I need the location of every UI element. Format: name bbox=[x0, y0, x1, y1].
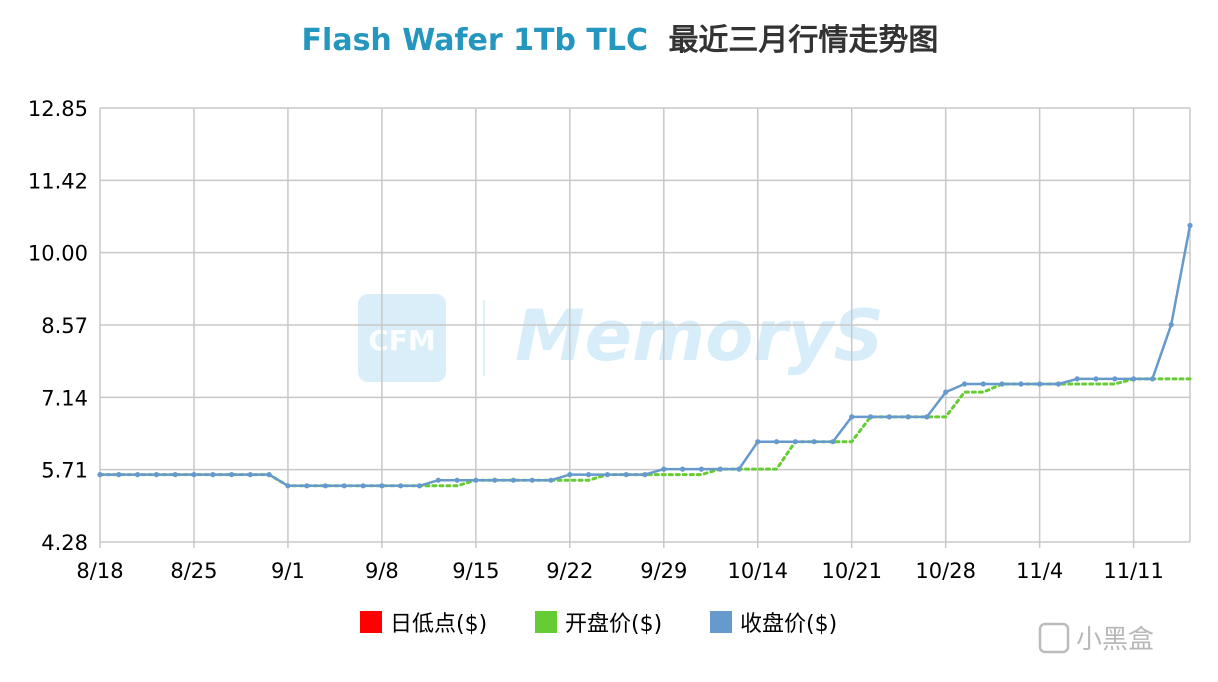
data-point bbox=[717, 466, 723, 472]
data-point bbox=[1112, 376, 1118, 382]
x-tick-label: 11/11 bbox=[1103, 559, 1164, 583]
data-point bbox=[830, 439, 836, 445]
data-point bbox=[867, 414, 874, 420]
data-point bbox=[322, 483, 329, 489]
data-point bbox=[623, 472, 629, 478]
x-tick-label: 10/28 bbox=[915, 559, 976, 583]
data-point bbox=[755, 439, 761, 445]
data-point bbox=[698, 466, 705, 472]
data-point bbox=[1037, 381, 1043, 387]
heybox-logo-icon bbox=[1038, 622, 1070, 654]
data-point bbox=[548, 477, 554, 483]
data-point bbox=[642, 472, 648, 478]
data-point bbox=[247, 472, 253, 478]
data-point bbox=[1018, 381, 1024, 387]
data-point bbox=[285, 483, 291, 489]
data-point bbox=[454, 477, 460, 483]
data-point bbox=[135, 472, 141, 478]
data-point bbox=[1149, 376, 1155, 382]
data-point bbox=[961, 381, 968, 387]
x-tick-label: 8/25 bbox=[170, 559, 217, 583]
data-point bbox=[680, 466, 686, 472]
data-point bbox=[191, 472, 197, 478]
data-point bbox=[1168, 322, 1174, 328]
y-tick-label: 12.85 bbox=[28, 97, 88, 121]
y-tick-label: 10.00 bbox=[28, 242, 88, 266]
data-point bbox=[492, 477, 498, 483]
data-point bbox=[304, 483, 310, 489]
legend-swatch bbox=[710, 611, 732, 633]
data-point bbox=[943, 389, 949, 395]
x-tick-label: 9/22 bbox=[546, 559, 593, 583]
legend-label: 日低点($) bbox=[390, 612, 487, 637]
data-point bbox=[586, 472, 592, 478]
data-point bbox=[999, 381, 1005, 387]
memorys-watermark-text: MemoryS bbox=[515, 295, 884, 377]
legend-label: 开盘价($) bbox=[565, 612, 662, 637]
y-tick-label: 11.42 bbox=[28, 169, 88, 193]
data-point bbox=[661, 466, 667, 472]
data-point bbox=[416, 483, 423, 489]
data-point bbox=[398, 483, 404, 489]
chart-title: Flash Wafer 1Tb TLC 最近三月行情走势图 bbox=[302, 23, 939, 58]
data-point bbox=[266, 472, 272, 478]
data-point bbox=[510, 477, 516, 483]
series-layer bbox=[97, 222, 1193, 489]
y-tick-label: 7.14 bbox=[41, 386, 88, 410]
y-tick-label: 5.71 bbox=[41, 459, 88, 483]
data-point bbox=[210, 472, 216, 478]
x-tick-label: 8/18 bbox=[76, 559, 123, 583]
data-point bbox=[1131, 376, 1137, 382]
corner-watermark: 小黑盒 bbox=[1038, 622, 1154, 655]
x-tick-label: 9/15 bbox=[452, 559, 499, 583]
y-tick-label: 4.28 bbox=[41, 531, 88, 555]
data-point bbox=[604, 472, 611, 478]
corner-watermark-text: 小黑盒 bbox=[1076, 625, 1154, 655]
data-point bbox=[379, 483, 385, 489]
data-point bbox=[341, 483, 347, 489]
x-tick-label: 10/14 bbox=[727, 559, 788, 583]
cfm-logo-icon bbox=[358, 294, 446, 382]
data-point bbox=[567, 472, 573, 478]
data-point bbox=[435, 477, 441, 483]
data-point bbox=[529, 477, 535, 483]
x-tick-label: 9/1 bbox=[271, 559, 305, 583]
chart-legend: 日低点($) 开盘价($) 收盘价($) bbox=[360, 611, 837, 637]
x-tick-label: 9/8 bbox=[365, 559, 399, 583]
data-point bbox=[153, 472, 159, 478]
chart-title-cn: 最近三月行情走势图 bbox=[668, 23, 938, 58]
data-point bbox=[1187, 222, 1193, 229]
data-point bbox=[229, 472, 235, 478]
cfm-logo-text: CFM bbox=[368, 324, 436, 357]
data-point bbox=[811, 439, 817, 445]
chart-title-en: Flash Wafer 1Tb TLC bbox=[302, 23, 648, 58]
cfm-watermark: CFM MemoryS bbox=[358, 294, 884, 382]
legend-swatch bbox=[535, 611, 557, 633]
legend-swatch bbox=[360, 611, 382, 633]
data-point bbox=[116, 472, 122, 478]
x-tick-label: 10/21 bbox=[821, 559, 882, 583]
legend-label: 收盘价($) bbox=[740, 612, 837, 637]
data-point bbox=[905, 414, 911, 420]
data-point bbox=[792, 439, 798, 445]
data-point bbox=[1055, 381, 1061, 387]
y-axis: 12.85 11.42 10.00 8.57 7.14 5.71 4.28 bbox=[28, 97, 88, 555]
data-point bbox=[736, 466, 742, 472]
x-tick-label: 9/29 bbox=[640, 559, 687, 583]
x-axis: 8/18 8/25 9/1 9/8 9/15 9/22 9/29 10/14 10/21 10/2… bbox=[76, 559, 1163, 583]
data-point bbox=[97, 472, 103, 478]
x-tick-label: 11/4 bbox=[1016, 559, 1063, 583]
data-point bbox=[924, 414, 930, 420]
data-point bbox=[980, 381, 986, 387]
data-point bbox=[360, 483, 366, 489]
data-point bbox=[473, 477, 479, 483]
data-point bbox=[886, 414, 892, 420]
data-point bbox=[1093, 376, 1099, 382]
y-tick-label: 8.57 bbox=[41, 314, 88, 338]
data-point bbox=[774, 439, 780, 445]
data-point bbox=[1074, 376, 1080, 382]
data-point bbox=[849, 414, 855, 420]
data-point bbox=[172, 472, 178, 478]
